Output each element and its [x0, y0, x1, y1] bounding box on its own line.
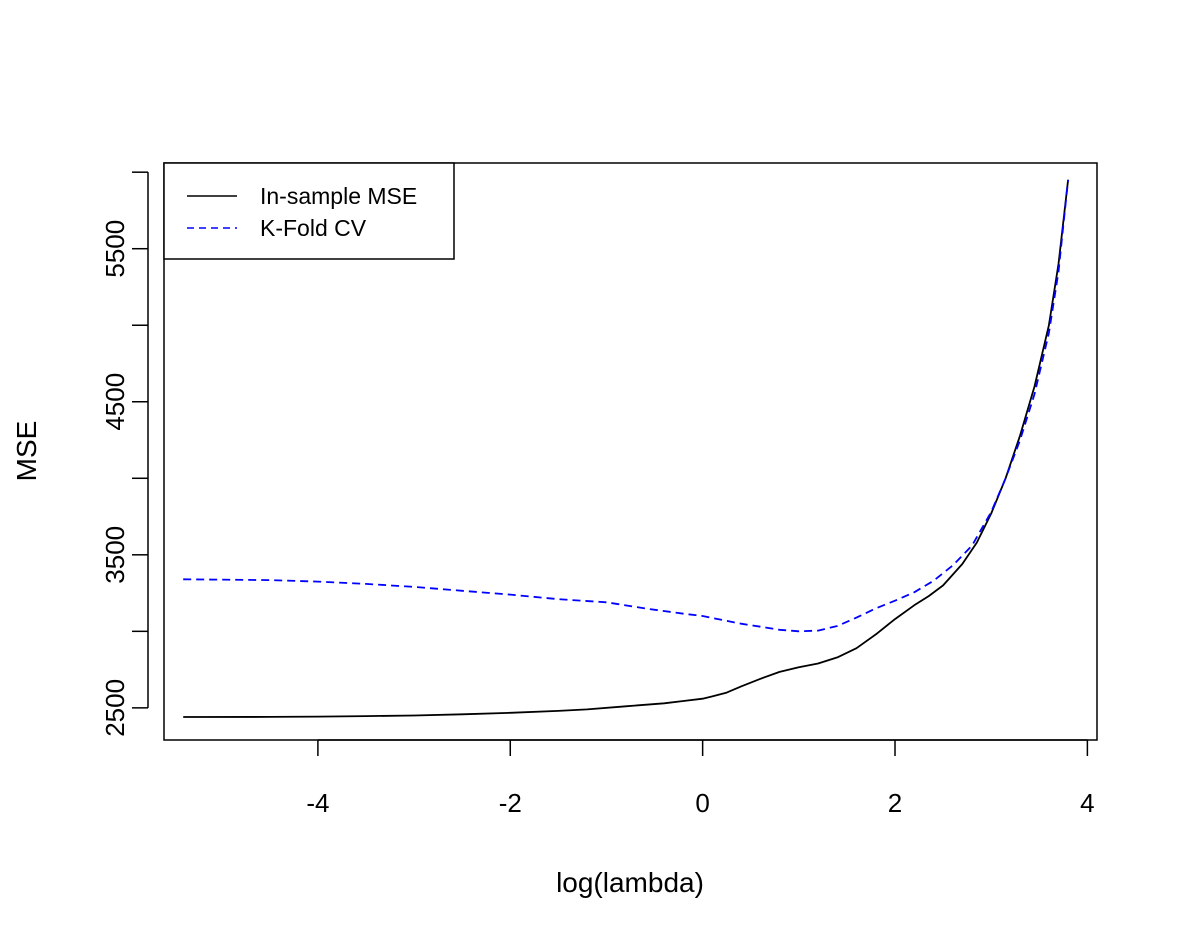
- x-tick-label: -2: [499, 788, 522, 818]
- series-line-1: [183, 179, 1069, 633]
- y-axis-title: MSE: [11, 421, 42, 482]
- legend: In-sample MSE K-Fold CV: [163, 162, 455, 260]
- x-tick-label: 2: [888, 788, 902, 818]
- legend-label-in-sample: In-sample MSE: [260, 183, 417, 209]
- x-axis-title: log(lambda): [556, 867, 704, 898]
- legend-label-kfold: K-Fold CV: [260, 215, 367, 241]
- y-axis: 2500 3500 4500 5500: [100, 171, 149, 737]
- legend-box: [163, 162, 455, 260]
- plot-lines: [183, 179, 1069, 718]
- x-axis: -4 -2 0 2 4: [306, 739, 1095, 818]
- x-tick-label: 4: [1080, 788, 1094, 818]
- x-tick-label: -4: [306, 788, 329, 818]
- y-tick-label: 3500: [100, 526, 130, 584]
- y-tick-label: 5500: [100, 220, 130, 278]
- x-tick-label: 0: [695, 788, 709, 818]
- y-tick-label: 2500: [100, 679, 130, 737]
- series-line-0: [183, 179, 1069, 718]
- y-tick-label: 4500: [100, 373, 130, 431]
